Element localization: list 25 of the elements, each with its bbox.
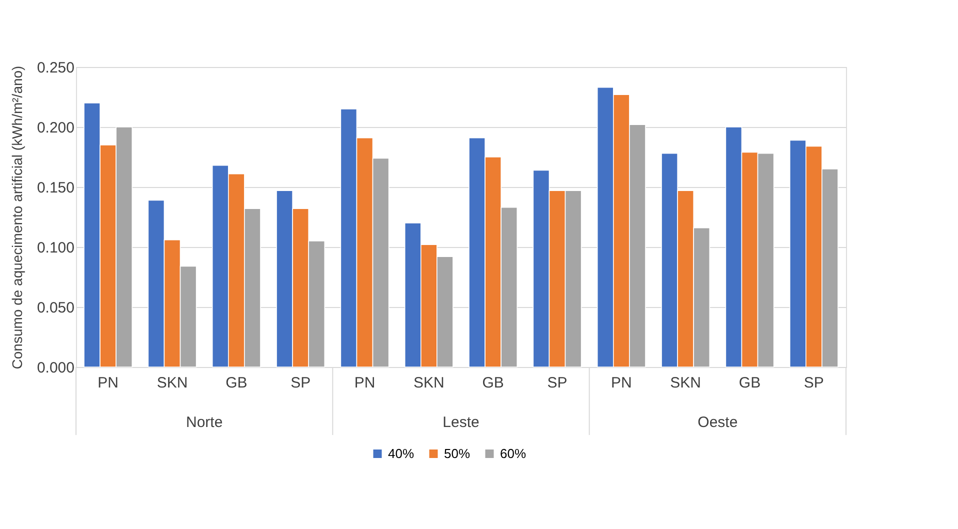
y-tick-label: 0.200: [36, 120, 74, 136]
x-tick-label: GB: [738, 374, 761, 392]
x-tick-label: PN: [98, 374, 119, 392]
y-tick-label: 0.050: [36, 300, 74, 316]
x-tick-label: PN: [354, 374, 376, 392]
x-tick-label: GB: [226, 374, 248, 392]
x-tick-label: SP: [547, 374, 568, 392]
x-tick-label: SP: [290, 374, 311, 392]
text: Oeste: [698, 414, 738, 431]
y-tick-label: 0.150: [36, 180, 74, 196]
text: Leste: [442, 414, 480, 431]
x-tick-label: SKN: [413, 374, 444, 392]
y-tick-label: 0.250: [36, 60, 74, 76]
x-tick-label: SKN: [670, 374, 702, 392]
text: Norte: [186, 414, 223, 431]
legend-label: 60%: [500, 446, 526, 461]
x-tick-label: GB: [482, 374, 504, 392]
x-tick-label: PN: [610, 374, 632, 392]
legend-label: 50%: [444, 446, 470, 461]
x-tick-label: SP: [804, 374, 824, 392]
legend-label: 40%: [388, 446, 414, 461]
y-tick-label: 0.000: [36, 360, 74, 376]
y-tick-label: 0.100: [36, 240, 74, 256]
y-axis-title: Consumo de aquecimento artificial (kWh/m²/ano): [8, 66, 25, 370]
x-tick-label: SKN: [156, 374, 188, 392]
